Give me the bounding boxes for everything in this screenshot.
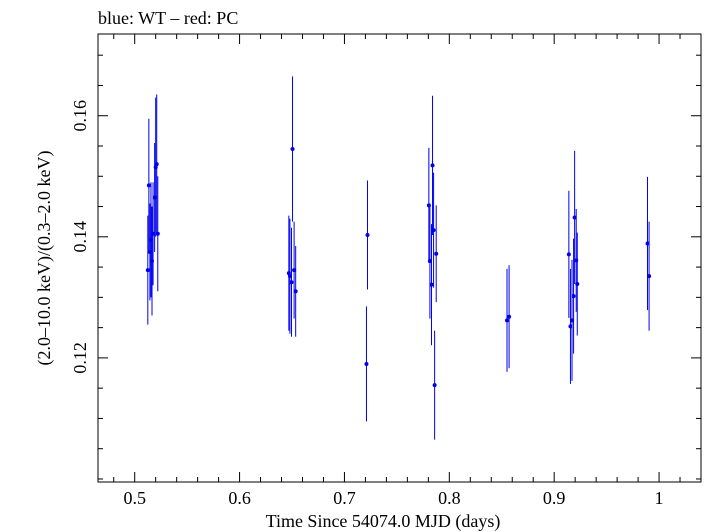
data-point [504, 268, 509, 372]
data-point [145, 215, 150, 325]
data-point [364, 306, 369, 422]
data-points [145, 76, 652, 440]
point-marker [575, 282, 580, 287]
point-marker [571, 294, 576, 299]
data-point [146, 118, 151, 252]
data-point [287, 218, 292, 334]
point-marker [429, 282, 434, 287]
data-point [432, 330, 437, 440]
point-marker [431, 228, 436, 233]
point-marker [645, 241, 650, 246]
point-marker [570, 318, 575, 323]
point-marker [430, 163, 435, 168]
point-marker [154, 162, 159, 167]
data-point [290, 76, 295, 222]
x-tick-label: 0.8 [438, 488, 461, 508]
point-marker [568, 324, 573, 329]
point-marker [290, 147, 295, 152]
point-marker [572, 215, 577, 220]
plot-frame [97, 33, 702, 483]
point-marker [434, 251, 439, 256]
data-point [507, 265, 512, 369]
point-marker [293, 289, 298, 294]
data-point [365, 180, 370, 290]
data-point [430, 95, 435, 235]
point-marker [292, 268, 297, 273]
y-tick-label: 0.12 [70, 342, 90, 374]
point-marker [146, 183, 151, 188]
x-tick-label: 1 [655, 488, 664, 508]
point-marker [289, 280, 294, 285]
x-axis-label: Time Since 54074.0 MJD (days) [266, 511, 501, 532]
point-marker [432, 383, 437, 388]
data-point [289, 227, 294, 337]
data-point [151, 182, 156, 286]
chart-title: blue: WT – red: PC [98, 8, 238, 28]
y-tick-label: 0.16 [70, 100, 90, 132]
data-point [293, 245, 298, 337]
data-point [431, 172, 436, 288]
x-tick-label: 0.7 [333, 488, 356, 508]
data-point [427, 203, 432, 319]
point-marker [364, 361, 369, 366]
x-tick-label: 0.6 [228, 488, 251, 508]
point-marker [287, 274, 292, 279]
axis-ticks [98, 34, 702, 482]
x-tick-label: 0.5 [123, 488, 146, 508]
data-point [572, 150, 577, 285]
data-point [575, 232, 580, 336]
point-marker [155, 231, 160, 236]
data-point [566, 190, 571, 318]
point-marker [566, 252, 571, 257]
y-axis-label: (2.0–10.0 keV)/(0.3–2.0 keV) [34, 151, 55, 366]
data-point [155, 176, 160, 292]
point-marker [504, 318, 509, 323]
x-tick-label: 0.9 [543, 488, 566, 508]
data-point [568, 268, 573, 384]
data-point [645, 176, 650, 311]
point-marker [507, 314, 512, 319]
axis-tick-labels: 0.5 0.6 0.7 0.8 0.9 1 0.12 0.14 0.16 [70, 100, 664, 508]
point-marker [427, 259, 432, 264]
point-marker [647, 274, 652, 279]
data-point [154, 94, 159, 234]
y-tick-label: 0.14 [70, 221, 90, 253]
point-marker [145, 268, 150, 273]
data-point [434, 205, 439, 303]
point-marker [151, 231, 156, 236]
data-point [647, 221, 652, 331]
data-point [429, 224, 434, 346]
data-point [571, 238, 576, 354]
data-point [292, 221, 297, 319]
data-point [570, 259, 575, 381]
point-marker [365, 232, 370, 237]
